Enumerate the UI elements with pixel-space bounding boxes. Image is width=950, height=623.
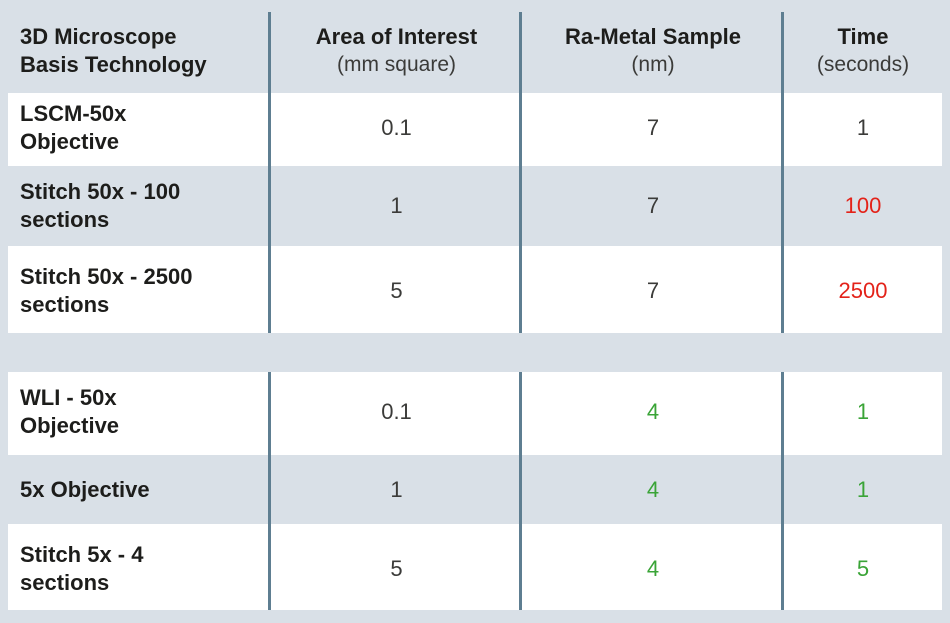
table-row: Stitch 50x - 100 sections 1 7 100 — [8, 166, 942, 249]
ra-value-highlight-green: 4 — [646, 476, 660, 502]
ra-value: 7 — [646, 278, 660, 303]
ra-value: 7 — [646, 193, 660, 218]
header-title: Ra-Metal Sample — [564, 24, 742, 49]
comparison-table: 3D Microscope Basis Technology Area of I… — [8, 8, 942, 610]
area-cell: 1 — [271, 166, 522, 246]
column-divider — [268, 12, 271, 333]
area-value: 0.1 — [381, 115, 412, 140]
ra-cell: 7 — [522, 249, 784, 333]
ra-value: 7 — [646, 115, 660, 140]
table-row: Stitch 5x - 4 sections 5 4 5 — [8, 527, 942, 610]
row-label-cell: 5x Objective — [8, 455, 271, 524]
area-cell: 0.1 — [271, 372, 522, 452]
row-label-cell: Stitch 50x - 2500 sections — [8, 249, 271, 333]
ra-cell: 4 — [522, 527, 784, 610]
row-label: Stitch 50x - 2500 sections — [20, 264, 193, 317]
table-row: 5x Objective 1 4 1 — [8, 455, 942, 527]
column-divider — [781, 12, 784, 333]
area-value: 1 — [390, 476, 403, 502]
ra-value-highlight-green: 4 — [646, 399, 660, 424]
area-value: 5 — [390, 278, 403, 303]
table-row: Stitch 50x - 2500 sections 5 7 2500 — [8, 249, 942, 333]
row-label-cell: Stitch 50x - 100 sections — [8, 166, 271, 246]
area-cell: 5 — [271, 527, 522, 610]
row-label: LSCM-50x Objective — [20, 101, 127, 154]
time-cell: 1 — [784, 93, 942, 163]
header-time: Time (seconds) — [784, 8, 942, 93]
time-cell: 5 — [784, 527, 942, 610]
time-cell: 1 — [784, 372, 942, 452]
column-divider — [519, 12, 522, 333]
header-subtitle: (mm square) — [336, 53, 457, 76]
ra-cell: 4 — [522, 372, 784, 452]
header-area-of-interest: Area of Interest (mm square) — [271, 8, 522, 93]
time-value-highlight-red: 2500 — [838, 278, 888, 303]
time-cell: 100 — [784, 166, 942, 246]
table-row: LSCM-50x Objective 0.1 7 1 — [8, 93, 942, 166]
area-cell: 0.1 — [271, 93, 522, 163]
row-label: Stitch 5x - 4 sections — [20, 541, 144, 595]
table-header-row: 3D Microscope Basis Technology Area of I… — [8, 8, 942, 93]
row-label-cell: Stitch 5x - 4 sections — [8, 527, 271, 610]
header-ra-metal-sample: Ra-Metal Sample (nm) — [522, 8, 784, 93]
time-value-highlight-red: 100 — [844, 193, 882, 218]
row-label: WLI - 50x Objective — [20, 385, 120, 438]
column-divider — [268, 372, 271, 610]
header-title: 3D Microscope Basis Technology — [20, 23, 207, 77]
row-label-cell: WLI - 50x Objective — [8, 372, 271, 452]
area-value: 0.1 — [381, 399, 412, 424]
row-label: 5x Objective — [20, 476, 150, 502]
column-divider — [519, 372, 522, 610]
ra-cell: 4 — [522, 455, 784, 524]
time-cell: 1 — [784, 455, 942, 524]
area-value: 5 — [390, 555, 403, 581]
table-row: WLI - 50x Objective 0.1 4 1 — [8, 372, 942, 455]
column-divider — [781, 372, 784, 610]
area-cell: 5 — [271, 249, 522, 333]
time-cell: 2500 — [784, 249, 942, 333]
header-title: Area of Interest — [315, 24, 478, 49]
time-value-highlight-green: 1 — [856, 399, 870, 424]
header-title: Time — [837, 24, 889, 49]
ra-cell: 7 — [522, 93, 784, 163]
row-label-cell: LSCM-50x Objective — [8, 93, 271, 163]
time-value-highlight-green: 5 — [856, 555, 870, 581]
header-subtitle: (nm) — [631, 53, 675, 76]
ra-cell: 7 — [522, 166, 784, 246]
time-value: 1 — [856, 115, 870, 140]
header-subtitle: (seconds) — [816, 53, 910, 76]
ra-value-highlight-green: 4 — [646, 555, 660, 581]
row-label: Stitch 50x - 100 sections — [20, 179, 181, 232]
area-cell: 1 — [271, 455, 522, 524]
section-separator-band — [8, 333, 942, 372]
header-basis-technology: 3D Microscope Basis Technology — [8, 8, 271, 93]
time-value-highlight-green: 1 — [856, 476, 870, 502]
area-value: 1 — [390, 193, 403, 218]
